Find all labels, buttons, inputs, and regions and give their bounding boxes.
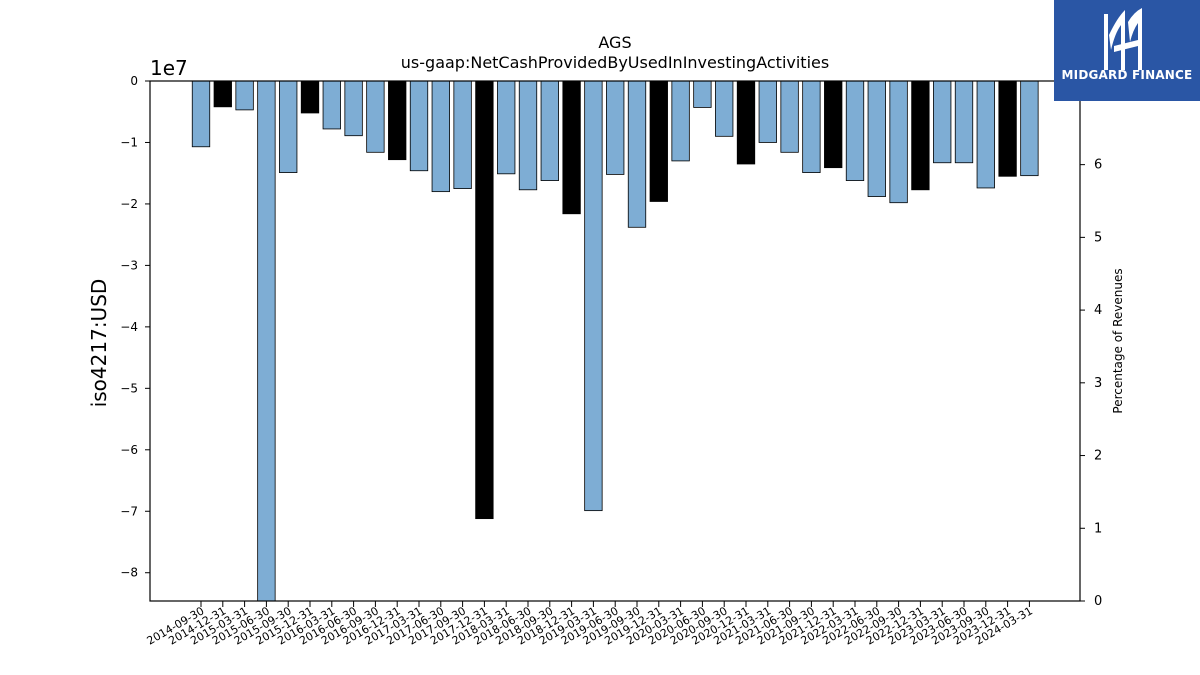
bar-2020-12-31 <box>736 80 756 165</box>
bar-2023-03-31 <box>933 80 952 164</box>
bar-2017-03-31 <box>409 80 429 172</box>
y2-tick-label: 2 <box>1094 449 1102 464</box>
y-tick-label: −5 <box>120 381 138 395</box>
bar-2022-09-30 <box>889 80 908 204</box>
bar-2020-03-31 <box>671 80 690 162</box>
bar-2021-06-30 <box>780 80 799 153</box>
y-tick-label: −3 <box>120 258 138 272</box>
bar-2023-09-30 <box>976 80 995 189</box>
bar-2016-09-30 <box>366 80 385 153</box>
bar-2021-12-31 <box>824 80 843 169</box>
y-tick-label: −7 <box>120 504 138 518</box>
bar-2017-09-30 <box>453 80 472 189</box>
y2-tick-label: 5 <box>1094 230 1102 245</box>
chart-title: AGS <box>598 33 631 52</box>
bar-2018-03-31 <box>497 80 516 175</box>
bar-2015-12-31 <box>300 80 320 114</box>
y2-tick-label: 4 <box>1094 303 1102 318</box>
axes-group: 0−1−2−3−4−5−6−7−801234562014-09-302014-1… <box>120 74 1102 648</box>
y2-tick-label: 0 <box>1094 594 1102 609</box>
bar-2022-06-30 <box>867 80 886 197</box>
y2-tick-label: 1 <box>1094 521 1102 536</box>
bar-2019-12-31 <box>649 80 668 202</box>
y-tick-label: 0 <box>130 74 138 88</box>
bar-2022-03-31 <box>845 80 865 181</box>
bar-2020-09-30 <box>715 80 734 137</box>
bar-2018-09-30 <box>540 80 559 181</box>
bar-2019-03-31 <box>584 80 603 512</box>
bar-2018-06-30 <box>518 80 538 191</box>
brand-logo: MIDGARD FINANCE <box>1054 0 1200 101</box>
bar-2024-03-31 <box>1020 80 1039 177</box>
y2-axis-label: Percentage of Revenues <box>1111 268 1125 413</box>
bar-2017-12-31 <box>475 80 494 520</box>
bar-2014-12-31 <box>213 80 232 108</box>
brand-logo-icon <box>1104 8 1142 70</box>
bar-2016-06-30 <box>344 80 363 137</box>
y-tick-label: −4 <box>120 320 138 334</box>
bar-2022-12-31 <box>911 80 930 191</box>
bar-2023-06-30 <box>954 80 974 164</box>
y-offset-label: 1e7 <box>150 56 188 80</box>
bar-2015-09-30 <box>279 80 298 173</box>
y-axis-label: iso4217:USD <box>87 279 111 408</box>
y-tick-label: −6 <box>120 443 138 457</box>
brand-logo-text: MIDGARD FINANCE <box>1061 68 1193 82</box>
bar-group <box>191 80 1039 602</box>
bar-2019-06-30 <box>606 80 625 175</box>
y-tick-label: −8 <box>120 566 138 580</box>
bar-2020-06-30 <box>693 80 712 108</box>
bar-2018-12-31 <box>562 80 581 215</box>
chart-subtitle: us-gaap:NetCashProvidedByUsedInInvesting… <box>401 53 829 72</box>
y-tick-label: −1 <box>120 135 138 149</box>
y2-tick-label: 6 <box>1094 158 1102 173</box>
bar-2016-03-31 <box>322 80 341 130</box>
bar-2023-12-31 <box>998 80 1017 177</box>
bar-2021-09-30 <box>802 80 821 173</box>
bar-2015-03-31 <box>235 80 254 111</box>
y-tick-label: −2 <box>120 197 138 211</box>
bar-2015-06-30 <box>257 80 276 602</box>
bar-2016-12-31 <box>388 80 407 161</box>
y2-tick-label: 3 <box>1094 376 1102 391</box>
bar-2021-03-31 <box>758 80 777 143</box>
bar-2017-06-30 <box>431 80 450 193</box>
bar-2014-09-30 <box>191 80 211 148</box>
bar-2019-09-30 <box>627 80 647 228</box>
